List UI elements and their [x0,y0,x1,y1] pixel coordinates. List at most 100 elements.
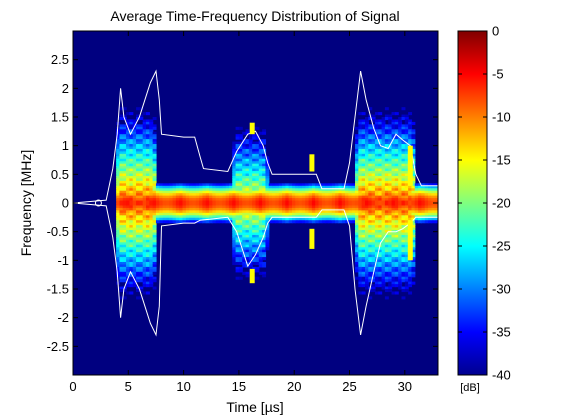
heatmap-cell [272,207,277,211]
heatmap-cell [242,203,247,207]
heatmap-cell [365,284,369,288]
heatmap-cell [212,193,217,197]
heatmap-cell [408,207,413,211]
heatmap-cell [378,148,383,152]
heatmap-cell [361,119,366,123]
heatmap-cell [162,210,167,214]
heatmap-cell [132,247,137,251]
heatmap-cell [238,175,243,180]
heatmap-cell [146,183,150,187]
heatmap-cell [225,212,230,216]
heatmap-cell [245,242,250,246]
heatmap-cell [219,195,223,199]
heatmap-cell [421,212,426,216]
heatmap-cell [282,198,286,202]
heatmap-cell [146,175,150,180]
heatmap-cell [348,200,353,204]
heatmap-cell [262,183,267,187]
heatmap-cell [384,188,389,192]
heatmap-cell [371,134,376,138]
heatmap-cell [331,212,336,216]
heatmap-cell [394,269,399,273]
heatmap-cell [318,198,323,202]
heatmap-cell [258,195,263,199]
heatmap-cell [129,242,134,246]
heatmap-cell [136,134,140,138]
heatmap-cell [355,139,359,143]
heatmap-cell [368,212,373,216]
heatmap-cell [335,215,340,219]
heatmap-cell [295,203,300,207]
heatmap-cell [248,220,253,224]
heatmap-cell [355,200,359,204]
heatmap-cell [152,134,157,138]
heatmap-cell [136,271,140,275]
heatmap-cell [401,193,406,197]
heatmap-cell [235,193,240,197]
heatmap-cell [116,249,121,253]
heatmap-cell [388,146,393,150]
heatmap-cell [169,203,174,207]
heatmap-cell [374,254,379,258]
heatmap-cell [431,210,436,214]
heatmap-cell [355,230,359,234]
heatmap-cell [408,205,413,209]
heatmap-cell [298,210,303,214]
heatmap-cell [119,151,124,155]
heatmap-cell [192,183,197,187]
heatmap-cell [142,210,147,214]
heatmap-cell [398,264,403,268]
heatmap-cell [381,168,386,172]
heatmap-cell [126,205,131,209]
heatmap-cell [275,188,280,192]
heatmap-cell [295,198,300,202]
heatmap-cell [252,215,257,219]
heatmap-cell [431,212,436,216]
heatmap-cell [159,217,164,221]
heatmap-cell [136,146,140,150]
heatmap-cell [139,166,144,170]
heatmap-cell [391,210,396,214]
heatmap-cell [278,220,283,224]
heatmap-cell [242,237,247,241]
heatmap-cell [391,291,396,295]
heatmap-cell [265,212,270,216]
heatmap-cell [305,193,310,197]
heatmap-cell [374,119,379,123]
heatmap-cell [122,144,127,148]
heatmap-cell [132,212,137,216]
heatmap-cell [122,114,127,118]
heatmap-cell [242,271,247,275]
heatmap-cell [172,212,177,216]
heatmap-cell [378,129,383,133]
heatmap-cell [278,190,283,194]
heatmap-cell [394,175,399,180]
heatmap-cell [228,217,233,221]
heatmap-cell [411,207,416,211]
heatmap-cell [401,259,406,263]
heatmap-cell [232,195,237,199]
heatmap-cell [122,163,127,167]
heatmap-cell [378,153,383,157]
heatmap-cell [371,158,376,162]
heatmap-cell [139,188,144,192]
heatmap-cell [391,163,396,167]
heatmap-cell [384,252,389,256]
heatmap-cell [232,252,237,256]
heatmap-cell [371,151,376,155]
heatmap-cell [129,139,134,143]
heatmap-cell [398,180,403,184]
heatmap-cell [146,180,150,184]
heatmap-cell [258,183,263,187]
heatmap-cell [232,225,237,229]
heatmap-cell [182,217,187,221]
heatmap-cell [119,126,124,130]
heatmap-cell [434,183,438,187]
heatmap-cell [308,190,313,194]
heatmap-cell [361,212,366,216]
heatmap-cell [411,134,416,138]
heatmap-cell [232,261,237,266]
heatmap-cell [119,114,124,118]
heatmap-cell [122,215,127,219]
heatmap-cell [282,217,286,221]
